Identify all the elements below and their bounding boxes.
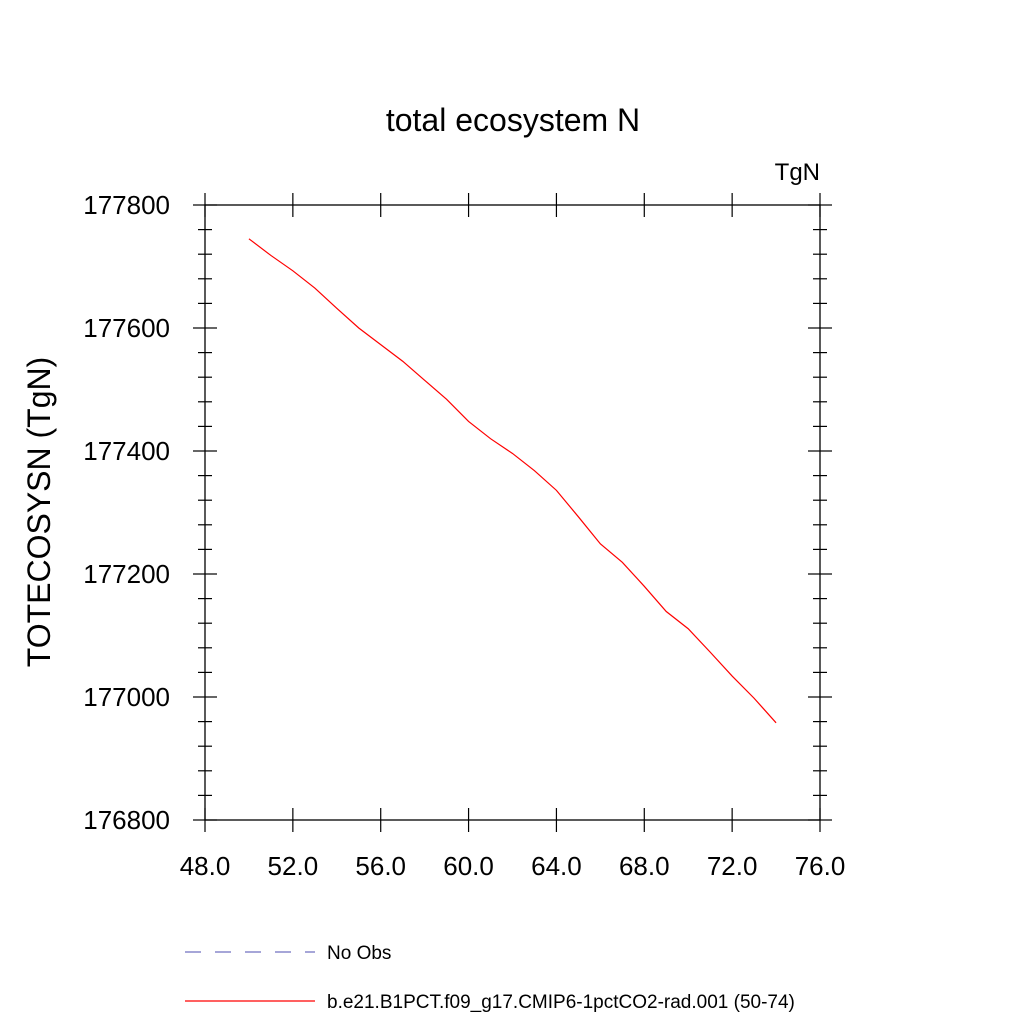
y-tick-label: 177000 [83, 682, 170, 712]
series-layer [248, 238, 777, 724]
plot-frame [204, 204, 821, 821]
axis-ticks [193, 193, 832, 832]
x-tick-label: 60.0 [443, 851, 494, 881]
x-tick-label: 64.0 [531, 851, 582, 881]
legend: No Obs b.e21.B1PCT.f09_g17.CMIP6-1pctCO2… [185, 943, 795, 1013]
y-tick-label: 177200 [83, 559, 170, 589]
legend-label-no-obs: No Obs [327, 943, 391, 964]
x-tick-label: 48.0 [180, 851, 231, 881]
x-tick-label: 52.0 [268, 851, 319, 881]
legend-label-model: b.e21.B1PCT.f09_g17.CMIP6-1pctCO2-rad.00… [327, 992, 795, 1013]
chart-title: total ecosystem N [386, 102, 640, 138]
y-tick-labels: 176800 177000 177200 177400 177600 177800 [83, 190, 170, 835]
x-tick-label: 72.0 [707, 851, 758, 881]
y-tick-label: 177800 [83, 190, 170, 220]
x-tick-label: 76.0 [795, 851, 846, 881]
y-tick-label: 177600 [83, 313, 170, 343]
series-line [248, 238, 777, 724]
x-tick-label: 68.0 [619, 851, 670, 881]
units-label: TgN [775, 159, 820, 186]
y-axis-label: TOTECOSYSN (TgN) [21, 357, 57, 668]
y-tick-label: 177400 [83, 436, 170, 466]
y-tick-label: 176800 [83, 805, 170, 835]
x-tick-label: 56.0 [355, 851, 406, 881]
x-tick-labels: 48.0 52.0 56.0 60.0 64.0 68.0 72.0 76.0 [180, 851, 846, 881]
